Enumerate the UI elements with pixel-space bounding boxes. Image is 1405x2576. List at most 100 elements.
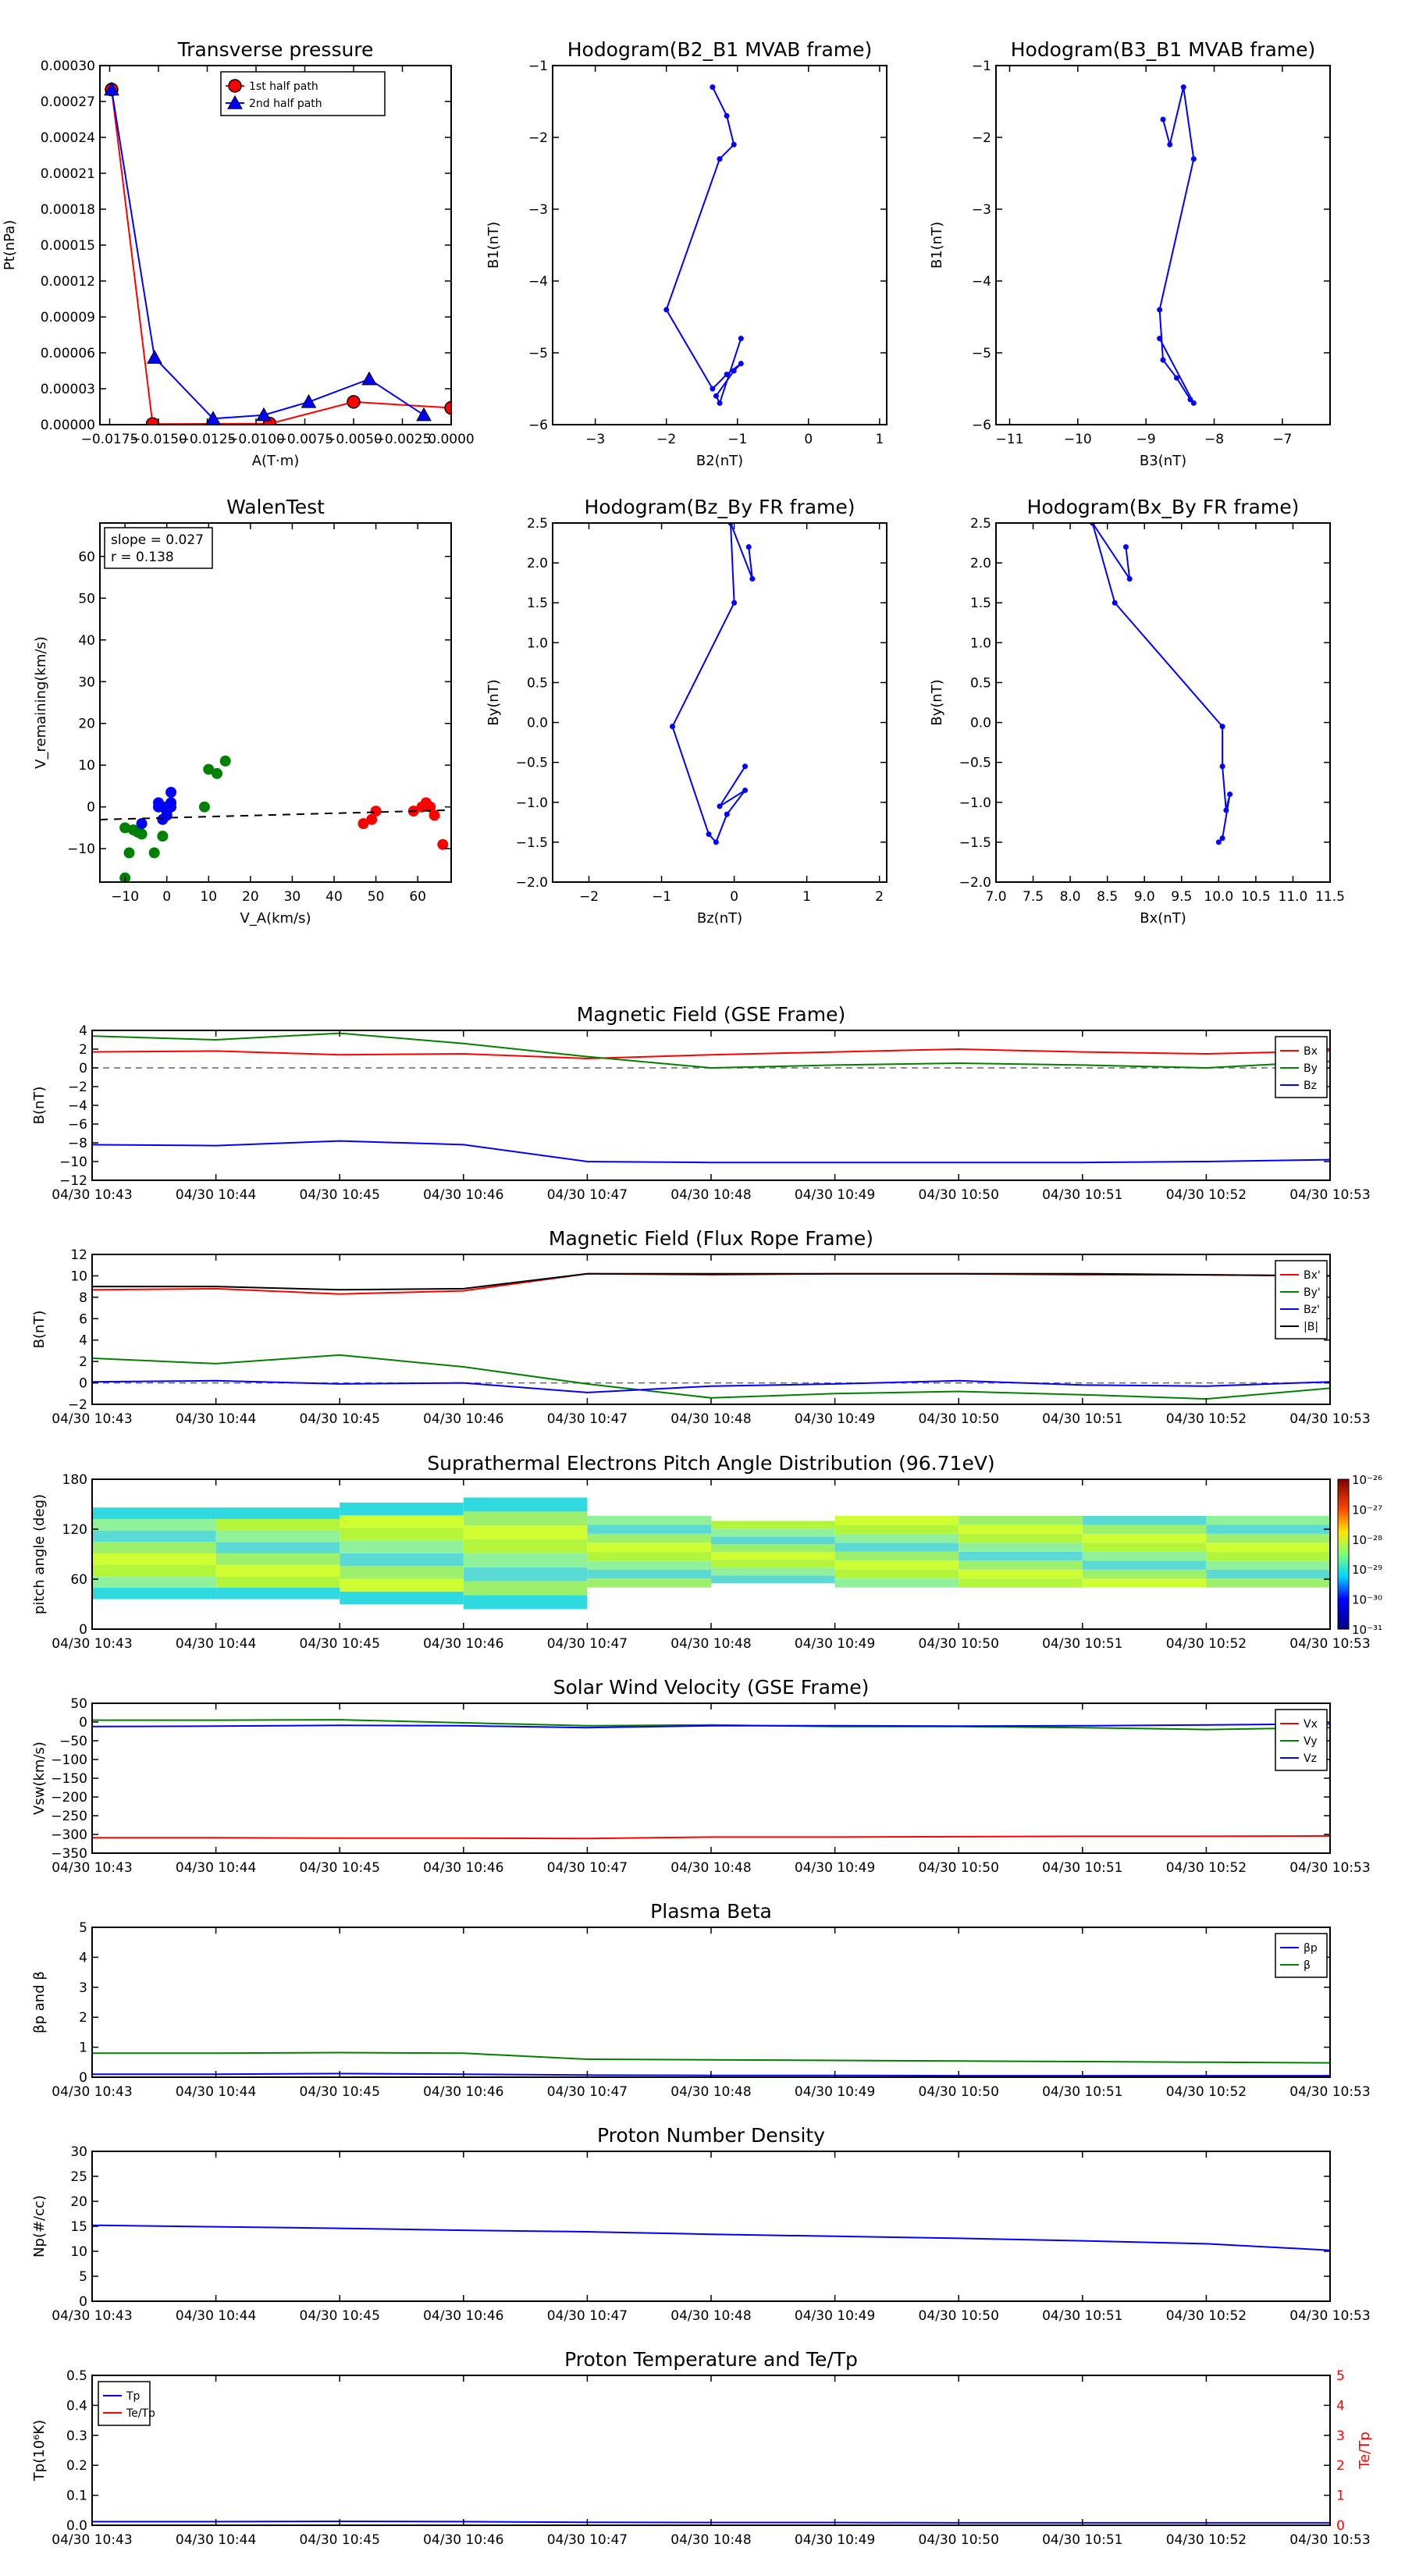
data-point bbox=[670, 724, 676, 730]
legend-label: Tp bbox=[126, 2390, 140, 2403]
y-axis-label: B1(nT) bbox=[486, 222, 502, 269]
x-tick-label: 04/30 10:53 bbox=[1289, 2308, 1370, 2324]
y-tick-label: −4 bbox=[68, 1098, 87, 1114]
plot-frame bbox=[552, 65, 887, 425]
legend-box bbox=[220, 71, 386, 116]
x-tick-label: 04/30 10:46 bbox=[423, 1860, 503, 1876]
plot-frame bbox=[99, 522, 452, 883]
series-line bbox=[671, 523, 753, 844]
x-tick-label: −2 bbox=[579, 889, 599, 905]
y-tick-label: −6 bbox=[972, 418, 991, 433]
data-point bbox=[742, 763, 749, 770]
heatmap-cell bbox=[587, 1525, 711, 1534]
x-tick-label: −1 bbox=[727, 432, 747, 447]
series-line bbox=[92, 1272, 1330, 1295]
y-tick-label: −1.0 bbox=[959, 795, 991, 811]
chart-title: Magnetic Field (Flux Rope Frame) bbox=[549, 1227, 873, 1250]
data-point bbox=[425, 801, 436, 813]
data-point bbox=[1160, 357, 1166, 363]
data-point bbox=[437, 838, 449, 850]
plot-frame bbox=[91, 1927, 1331, 2078]
x-tick-label: 04/30 10:46 bbox=[423, 2532, 503, 2548]
heatmap-cell bbox=[959, 1515, 1083, 1525]
plot-area bbox=[100, 755, 451, 882]
x-tick-label: 7.5 bbox=[1023, 889, 1044, 905]
x-tick-label: 04/30 10:48 bbox=[670, 2084, 751, 2100]
y-right-tick-label: 5 bbox=[1336, 2368, 1345, 2384]
y-tick-label: −1.5 bbox=[516, 835, 548, 851]
x-tick-label: 04/30 10:49 bbox=[795, 1411, 875, 1427]
data-point bbox=[1173, 375, 1179, 381]
data-point bbox=[203, 763, 215, 775]
x-tick-label: 04/30 10:45 bbox=[300, 1411, 380, 1427]
y-tick-label: 0.00030 bbox=[41, 59, 95, 74]
y-tick-label: −0.5 bbox=[959, 756, 991, 771]
x-tick-label: 04/30 10:48 bbox=[670, 1411, 751, 1427]
y-tick-label: 60 bbox=[70, 1572, 87, 1588]
data-point bbox=[256, 407, 272, 422]
data-point bbox=[713, 839, 719, 845]
y-tick-label: 0.1 bbox=[66, 2489, 87, 2504]
series-line bbox=[92, 1379, 1330, 1393]
y-tick-label: −2 bbox=[972, 130, 991, 146]
colorbar-label: 10⁻²⁹ bbox=[1352, 1563, 1382, 1577]
heatmap-cell bbox=[1206, 1560, 1330, 1570]
heatmap-cell bbox=[1082, 1569, 1207, 1579]
x-axis-label: B2(nT) bbox=[696, 453, 743, 469]
y-tick-label: −4 bbox=[528, 274, 548, 290]
chart-title: Plasma Beta bbox=[650, 1900, 772, 1923]
y-tick-label: 0.00000 bbox=[41, 418, 95, 433]
y-tick-label: 0.00015 bbox=[41, 238, 95, 254]
x-tick-label: 04/30 10:53 bbox=[1289, 1411, 1370, 1427]
y-tick-label: −3 bbox=[528, 202, 548, 218]
data-point bbox=[1219, 724, 1225, 730]
y-tick-label: 2.5 bbox=[970, 516, 991, 532]
y-tick-label: 0 bbox=[79, 1715, 87, 1731]
x-tick-label: 04/30 10:47 bbox=[547, 2084, 628, 2100]
data-point bbox=[104, 81, 119, 96]
data-point bbox=[1167, 141, 1173, 148]
data-point bbox=[731, 141, 737, 148]
y-tick-label: 0.00009 bbox=[41, 310, 95, 326]
y-axis-label: Tp(10⁶K) bbox=[31, 2420, 48, 2482]
x-tick-label: 04/30 10:48 bbox=[670, 1860, 751, 1876]
data-point bbox=[1122, 544, 1129, 550]
x-tick-label: 11.5 bbox=[1315, 889, 1345, 905]
y-axis-label: B1(nT) bbox=[929, 222, 945, 269]
data-point bbox=[717, 803, 723, 809]
data-point bbox=[165, 787, 177, 798]
x-tick-label: 10.0 bbox=[1204, 889, 1233, 905]
y-tick-label: −1.5 bbox=[959, 835, 991, 851]
heatmap-cell bbox=[711, 1528, 835, 1537]
x-tick-label: 04/30 10:44 bbox=[176, 2532, 256, 2548]
x-tick-label: 04/30 10:52 bbox=[1166, 1636, 1247, 1652]
x-tick-label: 04/30 10:50 bbox=[919, 1636, 999, 1652]
y-tick-label: 0 bbox=[79, 1061, 87, 1076]
x-tick-label: 04/30 10:51 bbox=[1042, 1187, 1122, 1203]
plot-frame bbox=[552, 522, 887, 883]
series-line bbox=[1158, 87, 1195, 404]
x-tick-label: 9.5 bbox=[1171, 889, 1192, 905]
heatmap-cell bbox=[92, 1564, 216, 1577]
series-line bbox=[1091, 523, 1231, 843]
heatmap-cell bbox=[1206, 1525, 1330, 1534]
data-point bbox=[148, 847, 160, 859]
y-tick-label: −300 bbox=[51, 1827, 87, 1843]
y-tick-label: 0.4 bbox=[66, 2398, 87, 2414]
chart-hodo4: Hodogram(Bx_By FR frame) −2.0 −1.5 −1.0 −0.5… bbox=[929, 496, 1345, 927]
y-tick-label: 30 bbox=[78, 674, 95, 690]
x-tick-label: 04/30 10:45 bbox=[300, 2084, 380, 2100]
y-tick-label: 8 bbox=[79, 1290, 87, 1306]
x-tick-label: 04/30 10:50 bbox=[919, 1860, 999, 1876]
heatmap-cell bbox=[959, 1578, 1083, 1588]
legend-label: By' bbox=[1304, 1286, 1321, 1299]
heatmap-cell bbox=[463, 1553, 588, 1567]
x-tick-label: −0.0175 bbox=[81, 432, 139, 447]
x-tick-label: 04/30 10:49 bbox=[795, 1636, 875, 1652]
y-tick-label: −200 bbox=[51, 1790, 87, 1806]
x-tick-label: 7.0 bbox=[985, 889, 1006, 905]
x-tick-label: 04/30 10:51 bbox=[1042, 1636, 1122, 1652]
data-point bbox=[361, 371, 377, 386]
heatmap-cell bbox=[587, 1569, 711, 1579]
heatmap-cell bbox=[92, 1542, 216, 1553]
